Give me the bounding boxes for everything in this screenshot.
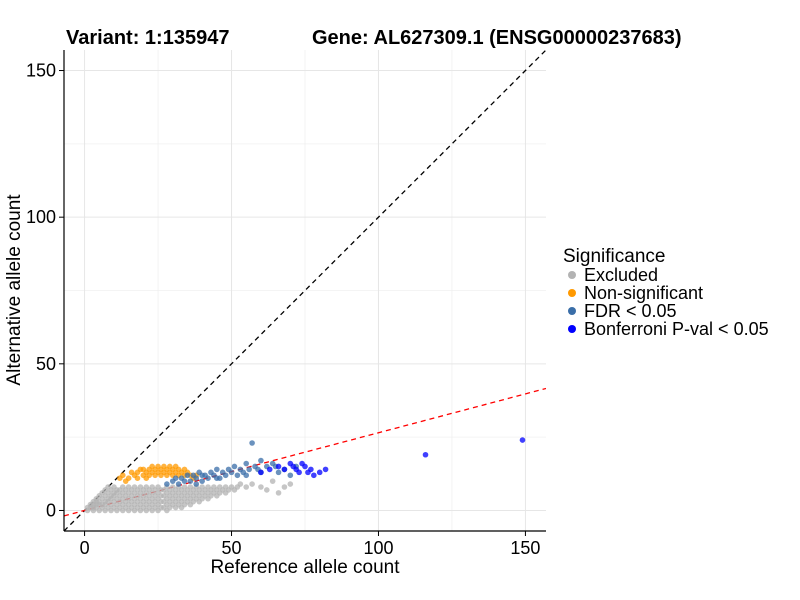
legend-swatch: [568, 271, 576, 279]
data-point: [172, 475, 179, 482]
data-point: [249, 481, 255, 487]
data-point: [205, 475, 211, 482]
data-point: [258, 457, 264, 464]
data-point: [243, 460, 250, 467]
data-point: [134, 475, 141, 482]
data-point: [184, 472, 191, 479]
data-point: [269, 478, 276, 484]
chart-title-gene: Gene: AL627309.1 (ENSG00000237683): [312, 27, 681, 49]
data-point: [263, 487, 270, 493]
data-point: [214, 466, 220, 473]
data-point: [199, 478, 205, 484]
data-point: [275, 490, 282, 496]
data-point: [275, 469, 282, 476]
y-tick-label: 50: [36, 354, 56, 374]
chart-title-variant: Variant: 1:135947: [66, 27, 229, 49]
data-point: [199, 472, 205, 479]
data-point: [243, 472, 250, 479]
legend-swatch: [568, 325, 576, 333]
data-point: [266, 466, 273, 473]
data-point: [308, 466, 314, 473]
legend-swatch: [568, 289, 576, 297]
data-point: [119, 472, 126, 479]
data-point: [249, 440, 255, 446]
series-0: [84, 478, 294, 514]
legend-entry-label: Non-significant: [584, 283, 703, 303]
data-point: [181, 478, 188, 484]
data-point: [316, 469, 323, 476]
data-point: [258, 469, 264, 476]
legend-entry-label: Bonferroni P-val < 0.05: [584, 319, 769, 339]
data-point: [231, 463, 238, 470]
x-tick-label: 100: [363, 538, 393, 558]
series-3: [258, 437, 526, 479]
data-point: [281, 484, 288, 490]
data-point: [311, 472, 317, 479]
data-point: [164, 481, 170, 487]
data-points: [84, 437, 526, 514]
x-tick-label: 0: [80, 538, 90, 558]
legend-swatch: [568, 307, 576, 315]
data-point: [193, 481, 200, 487]
data-point: [281, 466, 288, 473]
data-point: [519, 437, 526, 443]
y-tick-label: 0: [46, 500, 56, 520]
legend: Significance ExcludedNon-significantFDR …: [563, 246, 769, 339]
y-axis-label: Alternative allele count: [4, 194, 25, 386]
data-point: [422, 451, 429, 458]
data-point: [187, 478, 194, 484]
data-point: [125, 475, 132, 482]
data-point: [222, 472, 229, 479]
data-point: [322, 466, 329, 473]
data-point: [246, 466, 252, 473]
y-tick-label: 100: [26, 207, 56, 227]
data-point: [175, 481, 182, 487]
data-point: [243, 484, 250, 490]
series-2: [164, 440, 299, 487]
legend-title: Significance: [563, 246, 665, 267]
y-tick-label: 150: [26, 61, 56, 81]
data-point: [234, 472, 241, 479]
axis-ticks: 0 50 100 150 0 50 100 150: [26, 61, 540, 558]
x-tick-label: 150: [510, 538, 540, 558]
data-point: [296, 469, 302, 476]
data-point: [275, 463, 282, 470]
data-point: [287, 481, 294, 487]
reference-line-identity: [64, 50, 546, 531]
legend-entry-label: Excluded: [584, 265, 658, 285]
data-point: [193, 475, 200, 482]
data-point: [228, 469, 235, 476]
data-point: [214, 475, 220, 482]
legend-entry-label: FDR < 0.05: [584, 301, 677, 321]
data-point: [258, 484, 264, 490]
x-axis-label: Reference allele count: [210, 557, 400, 578]
data-point: [237, 481, 244, 487]
data-point: [302, 463, 308, 470]
x-tick-label: 50: [222, 538, 242, 558]
data-point: [287, 472, 294, 479]
